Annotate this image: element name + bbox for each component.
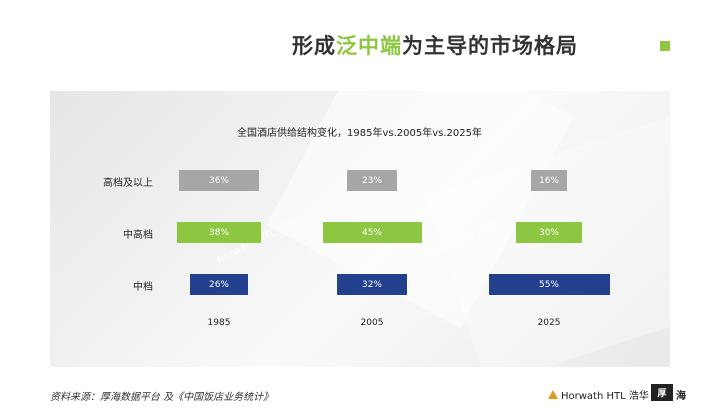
horwath-triangle-icon [548, 390, 558, 399]
bar-2025-mid: 55% [488, 274, 610, 295]
source-note: 资料来源：厚海数据平台 及《中国饭店业务统计》 [50, 392, 274, 403]
bar-1985-high: 36% [179, 170, 259, 191]
bar-1985-mid: 26% [190, 274, 248, 295]
bar-1985-mid-high: 38% [177, 222, 261, 243]
headline-before: 形成 [292, 33, 336, 58]
bar-2025-mid-high: 30% [516, 222, 582, 243]
corner-accent-square [660, 41, 670, 51]
category-label-mid-high: 中高档 [123, 230, 153, 241]
year-label-2025: 2025 [537, 318, 561, 328]
headline-after: 为主导的市场格局 [402, 33, 578, 58]
year-label-1985: 1985 [207, 318, 231, 328]
page-headline: 形成泛中端为主导的市场格局 [292, 30, 578, 60]
category-label-high: 高档及以上 [103, 178, 153, 189]
bar-2005-mid: 32% [336, 274, 408, 295]
horwath-logo: Horwath HTL 浩华 [548, 387, 649, 402]
hoh-logo-text: 海 [676, 391, 686, 402]
bar-2025-high: 16% [531, 170, 567, 191]
chart-title-text: 全国酒店供给结构变化，1985年vs.2005年vs.2025年 [237, 128, 482, 139]
chart-title: 全国酒店供给结构变化，1985年vs.2005年vs.2025年 [0, 124, 719, 139]
bar-2005-mid-high: 45% [322, 222, 422, 243]
horwath-logo-text: Horwath HTL 浩华 [561, 391, 649, 402]
headline-accent: 泛中端 [336, 33, 402, 58]
category-label-mid: 中档 [133, 282, 153, 293]
year-label-2005: 2005 [360, 318, 384, 328]
hoh-logo-mark: 厚 [651, 384, 673, 401]
bar-2005-high: 23% [346, 170, 398, 191]
